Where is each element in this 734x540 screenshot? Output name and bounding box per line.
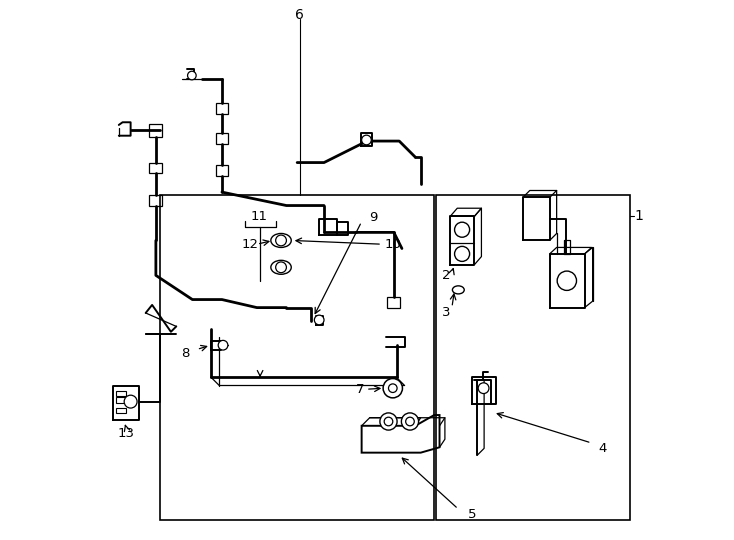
Text: 3: 3 [443,307,451,320]
Text: 1: 1 [634,210,643,223]
Ellipse shape [271,233,291,247]
Text: 4: 4 [598,442,606,455]
Circle shape [362,135,371,145]
Ellipse shape [452,286,464,294]
Circle shape [314,315,324,325]
Circle shape [276,262,286,273]
Bar [388,297,400,308]
Text: 2: 2 [443,269,451,282]
Text: 10: 10 [385,238,401,251]
Circle shape [454,222,470,237]
Text: 12: 12 [241,238,258,251]
Circle shape [401,413,418,430]
Circle shape [388,384,397,393]
Circle shape [188,71,196,80]
Bar [116,408,126,414]
Text: 7: 7 [356,383,365,396]
Circle shape [454,246,470,261]
Bar [116,397,126,403]
Bar [150,124,162,137]
Circle shape [557,271,576,291]
Text: 9: 9 [369,211,377,225]
Text: 13: 13 [118,427,135,440]
Circle shape [380,413,397,430]
Circle shape [218,340,228,350]
Bar [150,163,162,173]
Bar [436,195,631,520]
Circle shape [383,379,402,398]
Text: 6: 6 [295,8,305,22]
Text: 5: 5 [468,508,476,521]
Text: 11: 11 [251,210,268,223]
Bar [216,165,228,176]
Bar [116,391,126,396]
Bar [160,195,434,520]
Text: 8: 8 [181,347,189,360]
Bar [216,133,228,144]
Circle shape [479,383,489,394]
Bar [150,195,162,206]
Bar [216,104,228,114]
Circle shape [276,235,286,246]
Ellipse shape [271,260,291,274]
Circle shape [124,395,137,408]
Circle shape [406,417,414,426]
Circle shape [384,417,393,426]
